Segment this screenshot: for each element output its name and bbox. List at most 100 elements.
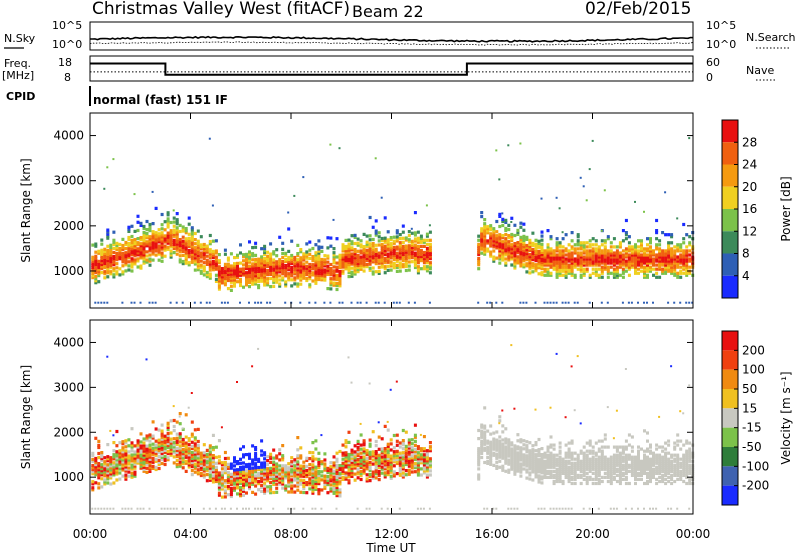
power-cell: [621, 275, 625, 279]
power-cell: [91, 257, 95, 261]
velocity-cell: [570, 481, 574, 486]
velocity-cell: [302, 478, 306, 482]
velocity-cell: [275, 462, 279, 466]
power-cell: [555, 247, 559, 251]
velocity-cell: [317, 482, 321, 486]
velocity-cell: [263, 491, 267, 495]
power-cell: [236, 280, 239, 284]
power-cell: [594, 267, 598, 271]
power-cell: [621, 239, 625, 243]
velocity-cell: [299, 482, 303, 486]
power-cell: [278, 274, 282, 278]
power-cell: [371, 252, 375, 256]
velocity-cell: [404, 473, 408, 477]
power-cell: [643, 271, 646, 275]
velocity-cell: [347, 457, 351, 461]
power-cell: [679, 265, 683, 269]
velocity-cell: [226, 470, 230, 475]
velocity-cell: [305, 464, 309, 468]
power-cell: [537, 262, 541, 266]
power-cell: [621, 271, 625, 275]
power-cell: [94, 260, 98, 264]
power-cell: [254, 268, 258, 272]
power-cell: [121, 243, 125, 248]
velocity-cell: [579, 422, 582, 425]
velocity-cell: [501, 466, 505, 470]
power-cell: [624, 251, 628, 255]
power-cell: [311, 279, 315, 283]
velocity-cell: [251, 462, 255, 466]
power-cell: [299, 248, 303, 252]
power-cell: [136, 243, 140, 247]
velocity-cell: [317, 476, 321, 480]
velocity-cell: [187, 449, 191, 453]
power-cell: [413, 211, 417, 215]
velocity-cell: [266, 469, 270, 473]
power-cell: [248, 272, 251, 276]
power-cell: [272, 276, 276, 280]
velocity-cell: [570, 451, 574, 455]
velocity-cell: [97, 464, 101, 468]
velocity-cell: [374, 458, 378, 462]
velocity-cell: [148, 459, 152, 463]
power-cell: [257, 269, 261, 273]
velocity-cell: [275, 466, 279, 470]
velocity-cell: [97, 486, 101, 490]
velocity-cell: [546, 447, 550, 451]
velocity-cell: [422, 507, 425, 510]
power-cell: [643, 273, 646, 277]
power-cell: [245, 277, 248, 281]
power-cell: [257, 265, 261, 269]
power-cell: [585, 253, 589, 257]
power-cell: [670, 271, 674, 275]
velocity-cell: [335, 481, 339, 486]
power-cell: [112, 273, 116, 277]
power-cell: [673, 249, 677, 253]
velocity-cell: [281, 444, 285, 448]
power-cell: [591, 255, 595, 259]
velocity-cell: [91, 466, 95, 470]
velocity-cell: [208, 458, 212, 462]
power-cell: [519, 264, 523, 268]
power-cell: [410, 254, 414, 258]
velocity-cell: [522, 447, 526, 451]
velocity-cell: [534, 408, 537, 411]
velocity-cell: [145, 460, 149, 464]
power-cell: [332, 247, 336, 251]
velocity-cell: [410, 438, 414, 442]
power-cell: [202, 267, 206, 271]
velocity-cell: [501, 444, 505, 448]
power-cell: [422, 259, 426, 263]
velocity-cell: [395, 455, 399, 459]
velocity-cell: [145, 444, 149, 448]
power-cell: [181, 262, 185, 266]
power-cell: [540, 244, 544, 248]
power-cell: [618, 253, 622, 257]
power-cell: [365, 240, 369, 244]
velocity-cell: [398, 459, 402, 463]
power-cell: [121, 252, 125, 256]
power-cell: [220, 271, 224, 275]
power-cell: [133, 238, 137, 242]
velocity-cell: [371, 470, 375, 474]
velocity-cell: [190, 392, 193, 394]
velocity-cell: [142, 465, 146, 469]
power-cell: [600, 271, 604, 275]
velocity-cell: [407, 458, 411, 462]
power-cell: [682, 249, 686, 253]
power-cell: [507, 258, 511, 262]
power-cell: [257, 284, 261, 288]
velocity-cell: [196, 470, 200, 474]
velocity-cell: [531, 456, 535, 460]
power-cell: [302, 268, 306, 272]
power-cell: [245, 252, 248, 256]
power-cell: [220, 275, 224, 279]
power-cell: [251, 272, 255, 276]
velocity-cell: [543, 475, 547, 479]
power-cell: [549, 251, 553, 255]
velocity-cell: [567, 479, 571, 484]
velocity-cell: [353, 450, 357, 454]
velocity-cell: [217, 471, 221, 475]
power-cell: [296, 262, 300, 266]
power-cell: [676, 243, 680, 247]
